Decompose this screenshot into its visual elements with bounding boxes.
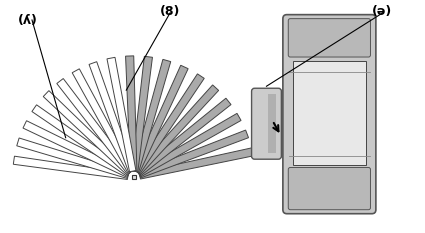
FancyBboxPatch shape <box>252 88 281 159</box>
Polygon shape <box>136 98 231 176</box>
FancyBboxPatch shape <box>268 95 276 153</box>
Polygon shape <box>138 113 241 177</box>
Polygon shape <box>139 130 249 178</box>
Polygon shape <box>57 79 133 174</box>
Polygon shape <box>17 138 129 178</box>
Polygon shape <box>125 56 137 171</box>
Polygon shape <box>23 121 130 177</box>
FancyBboxPatch shape <box>288 19 371 57</box>
Polygon shape <box>72 69 134 173</box>
Polygon shape <box>134 74 204 174</box>
Polygon shape <box>131 56 153 171</box>
Polygon shape <box>32 105 131 176</box>
FancyBboxPatch shape <box>283 15 376 214</box>
Polygon shape <box>139 148 253 179</box>
Text: (ə): (ə) <box>372 5 393 18</box>
Polygon shape <box>132 59 171 172</box>
Polygon shape <box>107 57 136 172</box>
FancyBboxPatch shape <box>293 61 366 165</box>
Polygon shape <box>89 62 135 172</box>
Polygon shape <box>136 85 218 175</box>
Polygon shape <box>43 91 132 175</box>
FancyBboxPatch shape <box>288 168 371 210</box>
Polygon shape <box>133 65 188 173</box>
Text: (ʎ): (ʎ) <box>18 14 38 27</box>
Text: (8): (8) <box>160 5 180 18</box>
Polygon shape <box>132 175 136 179</box>
Polygon shape <box>13 156 128 179</box>
